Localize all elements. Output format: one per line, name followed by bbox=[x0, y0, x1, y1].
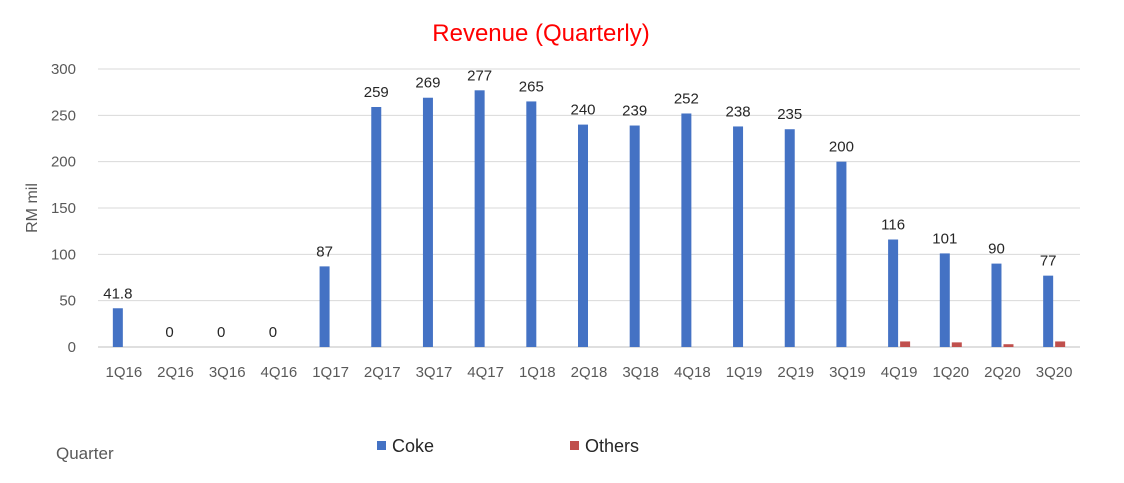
legend-label-others: Others bbox=[585, 436, 639, 456]
y-tick-label: 150 bbox=[51, 200, 76, 217]
data-label-coke: 0 bbox=[217, 324, 225, 341]
bar-coke bbox=[474, 90, 485, 348]
y-tick-label: 200 bbox=[51, 154, 76, 171]
x-tick-labels: 1Q16 2Q16 3Q16 4Q16 1Q17 2Q17 3Q17 4Q17 1Q18 2Q18… bbox=[105, 364, 1072, 381]
data-labels: 41.8 0 0 0 87 259 269 277 265 240 239 252 238 235 200 1… bbox=[103, 67, 1056, 341]
x-tick-label: 4Q18 bbox=[674, 364, 711, 381]
legend-swatch-coke bbox=[377, 441, 386, 450]
bar-coke bbox=[681, 113, 692, 347]
data-label-coke: 116 bbox=[881, 217, 905, 234]
data-label-coke: 101 bbox=[932, 230, 957, 247]
bar-coke bbox=[784, 129, 795, 347]
x-tick-label: 4Q16 bbox=[261, 364, 298, 381]
bar-coke bbox=[991, 263, 1002, 347]
bar-coke bbox=[629, 125, 640, 347]
x-tick-label: 1Q16 bbox=[105, 364, 142, 381]
data-label-coke: 41.8 bbox=[103, 285, 132, 302]
x-tick-label: 4Q17 bbox=[467, 364, 504, 381]
bar-coke bbox=[733, 126, 744, 347]
x-tick-label: 2Q19 bbox=[777, 364, 814, 381]
data-label-coke: 277 bbox=[467, 67, 492, 84]
x-tick-label: 1Q18 bbox=[519, 364, 556, 381]
bar-coke bbox=[578, 124, 588, 347]
y-tick-labels: 0 50 100 150 200 250 300 bbox=[51, 61, 76, 356]
data-label-coke: 240 bbox=[570, 102, 595, 119]
bar-coke bbox=[319, 266, 330, 347]
x-tick-label: 3Q20 bbox=[1036, 364, 1073, 381]
y-tick-label: 0 bbox=[68, 339, 76, 356]
bar-coke bbox=[1043, 275, 1054, 347]
bar-others bbox=[900, 341, 911, 347]
legend-label-coke: Coke bbox=[392, 436, 434, 456]
y-tick-label: 250 bbox=[51, 107, 76, 124]
gridlines bbox=[98, 68, 1080, 348]
x-tick-label: 3Q19 bbox=[829, 364, 866, 381]
bar-others bbox=[951, 342, 962, 347]
legend: Coke Others bbox=[377, 436, 639, 456]
y-tick-label: 100 bbox=[51, 246, 76, 263]
x-tick-label: 1Q17 bbox=[312, 364, 349, 381]
x-tick-label: 1Q19 bbox=[726, 364, 763, 381]
x-tick-label: 3Q16 bbox=[209, 364, 246, 381]
y-tick-label: 300 bbox=[51, 61, 76, 78]
bar-coke bbox=[836, 161, 847, 347]
bar-coke bbox=[422, 97, 433, 347]
bar-others bbox=[1003, 344, 1014, 347]
y-axis-label: RM mil bbox=[24, 183, 41, 233]
chart-title: Revenue (Quarterly) bbox=[432, 20, 649, 47]
x-tick-label: 1Q20 bbox=[932, 364, 969, 381]
data-label-coke: 235 bbox=[777, 106, 802, 123]
bars bbox=[112, 90, 1066, 348]
data-label-coke: 0 bbox=[165, 324, 173, 341]
data-label-coke: 0 bbox=[269, 324, 277, 341]
bar-coke bbox=[371, 106, 382, 347]
x-tick-label: 2Q20 bbox=[984, 364, 1021, 381]
bar-others bbox=[1055, 341, 1066, 347]
legend-swatch-others bbox=[570, 441, 579, 450]
x-tick-label: 2Q16 bbox=[157, 364, 194, 381]
data-label-coke: 239 bbox=[622, 103, 647, 120]
x-tick-label: 3Q18 bbox=[622, 364, 659, 381]
x-tick-label: 2Q18 bbox=[571, 364, 608, 381]
y-tick-label: 50 bbox=[59, 293, 76, 310]
data-label-coke: 77 bbox=[1040, 253, 1057, 270]
data-label-coke: 200 bbox=[829, 139, 854, 156]
x-tick-label: 4Q19 bbox=[881, 364, 918, 381]
data-label-coke: 238 bbox=[726, 103, 751, 120]
data-label-coke: 259 bbox=[364, 84, 389, 101]
bar-coke bbox=[939, 253, 950, 347]
x-tick-label: 3Q17 bbox=[416, 364, 453, 381]
data-label-coke: 269 bbox=[415, 75, 440, 92]
data-label-coke: 252 bbox=[674, 90, 699, 107]
bar-coke bbox=[888, 239, 899, 347]
x-axis-label: Quarter bbox=[56, 444, 114, 463]
bar-coke bbox=[112, 308, 123, 347]
data-label-coke: 265 bbox=[519, 78, 544, 95]
bar-coke bbox=[526, 101, 537, 347]
data-label-coke: 90 bbox=[988, 241, 1005, 258]
data-label-coke: 87 bbox=[316, 243, 333, 260]
x-tick-label: 2Q17 bbox=[364, 364, 401, 381]
